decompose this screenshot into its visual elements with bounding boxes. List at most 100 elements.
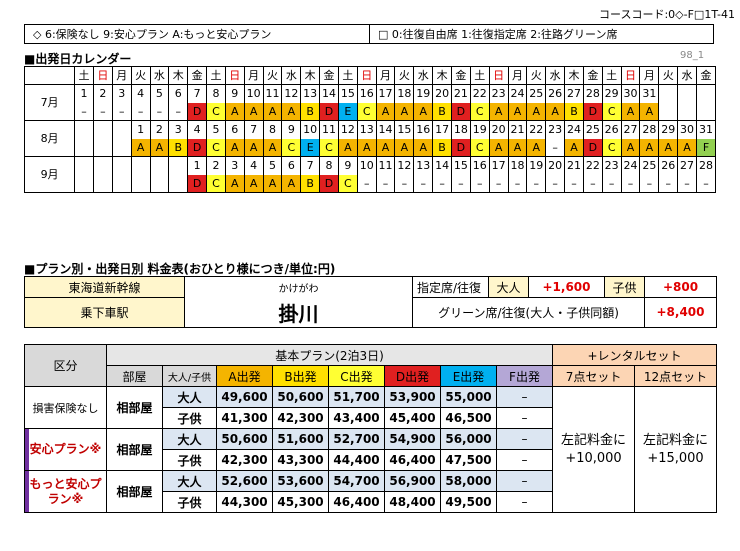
departure-code[interactable]: A bbox=[262, 102, 283, 121]
departure-code[interactable]: A bbox=[243, 174, 264, 193]
departure-code[interactable] bbox=[74, 174, 94, 193]
departure-code[interactable]: A bbox=[545, 102, 566, 121]
departure-code[interactable] bbox=[130, 174, 151, 193]
departure-code[interactable]: C bbox=[337, 174, 358, 193]
departure-code[interactable]: A bbox=[639, 102, 660, 121]
departure-code[interactable]: – bbox=[545, 138, 566, 157]
departure-code[interactable]: B bbox=[300, 174, 321, 193]
departure-code[interactable] bbox=[677, 102, 697, 121]
departure-code[interactable]: A bbox=[224, 138, 245, 157]
departure-code[interactable]: – bbox=[451, 174, 471, 193]
departure-code[interactable]: A bbox=[394, 138, 415, 157]
departure-code[interactable]: D bbox=[451, 102, 471, 121]
departure-code[interactable]: B bbox=[432, 138, 452, 157]
departure-code[interactable] bbox=[149, 174, 170, 193]
departure-code[interactable]: A bbox=[394, 102, 415, 121]
departure-code[interactable] bbox=[92, 138, 113, 157]
departure-code[interactable]: E bbox=[300, 138, 321, 157]
departure-code[interactable]: D bbox=[451, 138, 471, 157]
departure-code[interactable]: A bbox=[356, 138, 377, 157]
departure-code[interactable]: A bbox=[243, 102, 264, 121]
departure-code[interactable]: D bbox=[319, 174, 339, 193]
departure-code[interactable]: A bbox=[526, 138, 547, 157]
departure-code[interactable]: – bbox=[375, 174, 396, 193]
departure-code[interactable]: – bbox=[168, 102, 189, 121]
departure-code[interactable]: C bbox=[469, 102, 490, 121]
departure-code[interactable]: A bbox=[243, 138, 264, 157]
departure-code[interactable]: – bbox=[695, 174, 717, 193]
departure-code[interactable]: A bbox=[488, 102, 509, 121]
departure-code[interactable]: A bbox=[149, 138, 170, 157]
departure-code[interactable]: A bbox=[375, 102, 396, 121]
departure-code[interactable]: – bbox=[564, 174, 584, 193]
departure-code[interactable]: – bbox=[394, 174, 415, 193]
departure-code[interactable]: A bbox=[375, 138, 396, 157]
departure-code[interactable] bbox=[92, 174, 113, 193]
departure-code[interactable]: A bbox=[507, 102, 528, 121]
departure-code[interactable]: – bbox=[545, 174, 566, 193]
departure-code[interactable]: – bbox=[582, 174, 603, 193]
departure-code[interactable]: A bbox=[224, 102, 245, 121]
departure-code[interactable]: A bbox=[281, 102, 302, 121]
departure-code[interactable]: A bbox=[413, 102, 434, 121]
departure-code[interactable]: C bbox=[319, 138, 339, 157]
departure-code[interactable]: C bbox=[601, 102, 622, 121]
departure-code[interactable]: – bbox=[469, 174, 490, 193]
departure-code[interactable]: A bbox=[488, 138, 509, 157]
departure-code[interactable]: – bbox=[677, 174, 697, 193]
departure-code[interactable]: – bbox=[74, 102, 94, 121]
departure-code[interactable]: C bbox=[356, 102, 377, 121]
departure-code[interactable]: – bbox=[111, 102, 132, 121]
departure-code[interactable]: B bbox=[564, 102, 584, 121]
departure-code[interactable]: – bbox=[658, 174, 679, 193]
departure-code[interactable]: – bbox=[149, 102, 170, 121]
departure-code[interactable]: A bbox=[262, 174, 283, 193]
departure-code[interactable]: D bbox=[582, 138, 603, 157]
departure-code[interactable] bbox=[658, 102, 679, 121]
departure-code[interactable]: B bbox=[168, 138, 189, 157]
departure-code[interactable]: E bbox=[337, 102, 358, 121]
departure-code[interactable]: A bbox=[337, 138, 358, 157]
departure-code[interactable] bbox=[168, 174, 189, 193]
departure-code[interactable]: C bbox=[206, 174, 226, 193]
departure-code[interactable]: F bbox=[695, 138, 717, 157]
departure-code[interactable]: B bbox=[432, 102, 452, 121]
departure-code[interactable]: B bbox=[300, 102, 321, 121]
departure-code[interactable]: – bbox=[92, 102, 113, 121]
departure-code[interactable]: A bbox=[620, 138, 641, 157]
departure-code[interactable] bbox=[74, 138, 94, 157]
departure-code[interactable] bbox=[111, 138, 132, 157]
departure-code[interactable]: A bbox=[639, 138, 660, 157]
departure-code[interactable]: D bbox=[319, 102, 339, 121]
departure-code[interactable]: – bbox=[526, 174, 547, 193]
departure-code[interactable]: – bbox=[507, 174, 528, 193]
departure-code[interactable]: A bbox=[507, 138, 528, 157]
departure-code[interactable]: D bbox=[187, 138, 208, 157]
departure-code[interactable]: A bbox=[224, 174, 245, 193]
departure-code[interactable]: – bbox=[413, 174, 434, 193]
departure-code[interactable]: A bbox=[620, 102, 641, 121]
departure-code[interactable]: D bbox=[582, 102, 603, 121]
departure-code[interactable] bbox=[111, 174, 132, 193]
departure-code[interactable]: – bbox=[639, 174, 660, 193]
departure-code[interactable]: A bbox=[564, 138, 584, 157]
departure-code[interactable]: – bbox=[432, 174, 452, 193]
departure-code[interactable]: – bbox=[488, 174, 509, 193]
departure-code[interactable]: C bbox=[206, 102, 226, 121]
departure-code[interactable]: – bbox=[601, 174, 622, 193]
departure-code[interactable]: C bbox=[206, 138, 226, 157]
departure-code[interactable]: D bbox=[187, 174, 208, 193]
departure-code[interactable]: – bbox=[620, 174, 641, 193]
departure-code[interactable]: – bbox=[130, 102, 151, 121]
departure-code[interactable]: A bbox=[413, 138, 434, 157]
departure-code[interactable]: A bbox=[526, 102, 547, 121]
departure-code[interactable]: A bbox=[658, 138, 679, 157]
departure-code[interactable]: C bbox=[601, 138, 622, 157]
departure-code[interactable]: A bbox=[130, 138, 151, 157]
departure-code[interactable]: C bbox=[281, 138, 302, 157]
departure-code[interactable]: A bbox=[281, 174, 302, 193]
departure-code[interactable] bbox=[695, 102, 717, 121]
departure-code[interactable]: A bbox=[677, 138, 697, 157]
departure-code[interactable]: – bbox=[356, 174, 377, 193]
departure-code[interactable]: D bbox=[187, 102, 208, 121]
